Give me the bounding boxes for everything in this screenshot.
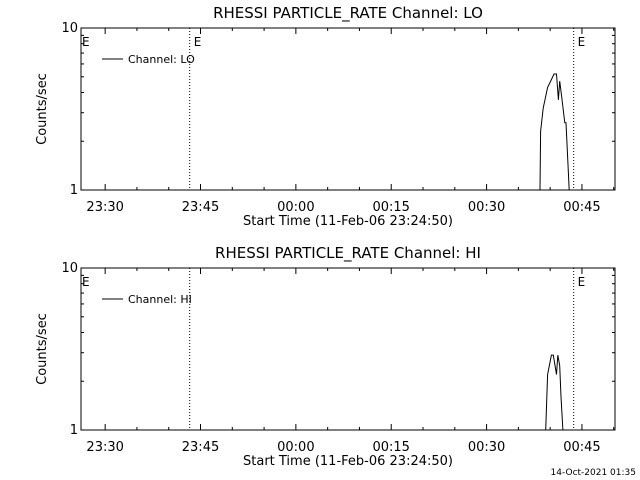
panel-lo: RHESSI PARTICLE_RATE Channel: LO 1 10 23:30… [35,4,616,229]
y-tick-label: 1 [70,423,78,438]
y-axis-label: Counts/sec [35,313,50,385]
x-tick-label: 00:00 [277,200,314,215]
series-line [539,73,570,191]
x-tick-label: 00:30 [468,440,505,455]
x-tick-label: 23:30 [86,200,123,215]
x-tick-label: 23:45 [182,200,219,215]
event-marker-label: E [194,35,202,49]
x-tick-label: 00:30 [468,200,505,215]
timestamp-label: 14-Oct-2021 01:35 [551,468,636,478]
panel-hi: RHESSI PARTICLE_RATE Channel: HI 1 10 23:30… [35,244,616,469]
left-edge-marker-label: E [82,275,90,289]
left-edge-marker-label: E [82,35,90,49]
y-tick-label: 1 [70,183,78,198]
x-tick-label: 00:45 [563,440,600,455]
x-tick-label: 00:45 [563,200,600,215]
legend-label: Channel: HI [128,293,192,306]
chart-title: RHESSI PARTICLE_RATE Channel: HI [215,244,481,263]
y-axis-label: Counts/sec [35,73,50,145]
series-line [545,354,564,431]
x-axis-label: Start Time (11-Feb-06 23:24:50) [243,214,453,229]
x-tick-label: 00:15 [372,440,409,455]
x-axis-label: Start Time (11-Feb-06 23:24:50) [243,454,453,469]
plot-frame [80,267,616,431]
event-marker-label: E [578,275,586,289]
x-tick-label: 00:00 [277,440,314,455]
legend-label: Channel: LO [128,53,195,66]
chart-title: RHESSI PARTICLE_RATE Channel: LO [213,4,483,23]
x-tick-label: 23:45 [182,440,219,455]
x-tick-label: 23:30 [86,440,123,455]
y-tick-label: 10 [61,21,78,36]
plot-frame [80,27,616,191]
event-marker-label: E [578,35,586,49]
y-tick-label: 10 [61,261,78,276]
x-tick-label: 00:15 [372,200,409,215]
